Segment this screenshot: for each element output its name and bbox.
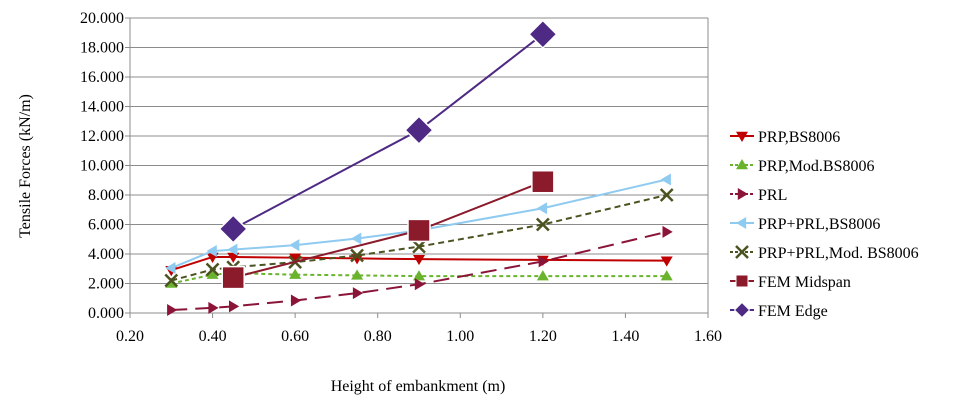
data-point <box>221 265 245 290</box>
series-line <box>171 230 667 312</box>
y-tick-label: 8.000 <box>88 187 124 204</box>
x-tick-label: 0.20 <box>116 328 144 345</box>
data-point <box>227 243 238 256</box>
y-tick-label: 6.000 <box>88 217 124 234</box>
legend-item: PRP,Mod.BS8006 <box>730 158 875 175</box>
data-point <box>227 252 240 263</box>
data-point <box>289 253 302 264</box>
data-point <box>290 294 302 307</box>
marker-stroke <box>350 248 364 263</box>
y-axis-ticks: 0.000 2.000 4.000 6.000 8.000 10.000 12.000 14.… <box>80 10 130 322</box>
data-point <box>412 239 426 254</box>
x-tick-label: 1.40 <box>611 328 639 345</box>
marker-stroke <box>735 245 749 259</box>
x-tick-label: 1.00 <box>446 328 474 345</box>
data-point <box>206 245 217 258</box>
data-point <box>208 301 219 314</box>
legend-marker <box>736 217 747 229</box>
x-tick-label: 1.60 <box>694 328 722 345</box>
y-tick-label: 0.000 <box>88 305 124 322</box>
data-point <box>352 287 364 300</box>
marker-stroke <box>205 262 220 277</box>
data-point <box>404 115 434 145</box>
data-point <box>165 262 176 275</box>
legend-marker <box>735 245 749 259</box>
x-tick-label: 0.40 <box>199 328 227 345</box>
data-point <box>660 256 673 267</box>
data-point <box>531 169 555 194</box>
data-point <box>536 270 549 281</box>
legend-item: FEM Midspan <box>730 274 851 291</box>
x-tick-label: 0.60 <box>281 328 309 345</box>
y-tick-label: 2.000 <box>88 276 124 293</box>
marker-stroke <box>412 239 426 254</box>
legend-marker <box>736 159 748 170</box>
x-axis-ticks: 0.20 0.40 0.60 0.80 1.00 1.20 1.40 1.60 <box>116 313 722 345</box>
legend-item: PRP+PRL,BS8006 <box>730 216 880 233</box>
data-point <box>206 268 219 279</box>
y-tick-label: 20.000 <box>80 10 124 27</box>
data-point <box>407 218 431 243</box>
data-point <box>167 304 178 317</box>
marker-stroke <box>164 273 179 288</box>
legend-item: PRP+PRL,Mod. BS8006 <box>730 245 919 262</box>
data-point <box>289 239 300 252</box>
legend: PRP,BS8006 PRP,Mod.BS8006 PRL PRP+PRL,BS800… <box>730 129 919 320</box>
y-axis-title: Tensile Forces (kN/m) <box>17 94 34 238</box>
series-layer <box>164 19 674 317</box>
legend-label: PRL <box>758 187 787 204</box>
data-point <box>350 248 364 263</box>
legend-item: PRL <box>730 187 787 204</box>
data-point <box>413 270 425 281</box>
data-point <box>662 225 673 238</box>
data-point <box>660 270 673 281</box>
data-point <box>289 268 302 279</box>
series-line <box>171 194 667 282</box>
series-4 <box>164 188 674 288</box>
data-point <box>218 214 249 244</box>
legend-label: PRP+PRL,Mod. BS8006 <box>758 245 919 262</box>
x-tick-label: 0.80 <box>364 328 392 345</box>
data-point <box>413 254 425 266</box>
y-tick-label: 10.000 <box>80 158 124 175</box>
series-6 <box>218 19 558 244</box>
data-point <box>351 269 364 280</box>
legend-label: PRP,Mod.BS8006 <box>758 158 875 175</box>
data-point <box>414 278 425 291</box>
series-5 <box>221 169 555 290</box>
x-tick-label: 1.20 <box>529 328 557 345</box>
marker-stroke <box>535 217 550 232</box>
legend-label: PRP,BS8006 <box>758 129 840 146</box>
data-point <box>538 255 549 268</box>
data-point <box>536 202 548 215</box>
legend-label: FEM Midspan <box>758 274 851 291</box>
data-point <box>164 273 179 288</box>
data-point <box>205 262 220 277</box>
data-point <box>660 173 671 186</box>
legend-label: FEM Edge <box>758 303 828 320</box>
grid-lines <box>130 17 708 314</box>
legend-marker <box>736 131 748 142</box>
x-axis-title: Height of embankment (m) <box>331 378 506 395</box>
legend-item: FEM Edge <box>730 301 828 320</box>
y-tick-label: 16.000 <box>80 69 124 86</box>
marker-stroke <box>659 188 674 202</box>
legend-marker <box>737 188 748 200</box>
series-3 <box>165 173 671 275</box>
y-tick-label: 12.000 <box>80 128 124 145</box>
data-point <box>659 188 674 202</box>
y-tick-label: 4.000 <box>88 246 124 263</box>
legend-marker <box>733 301 751 319</box>
legend-label: PRP+PRL,BS8006 <box>758 216 880 233</box>
y-tick-label: 14.000 <box>80 99 124 116</box>
y-tick-label: 18.000 <box>80 40 124 57</box>
legend-item: PRP,BS8006 <box>730 129 840 146</box>
data-point <box>528 19 558 50</box>
data-point <box>535 217 550 232</box>
legend-marker <box>735 274 749 288</box>
series-2 <box>167 225 673 317</box>
data-point <box>229 300 240 313</box>
data-point <box>351 232 362 245</box>
